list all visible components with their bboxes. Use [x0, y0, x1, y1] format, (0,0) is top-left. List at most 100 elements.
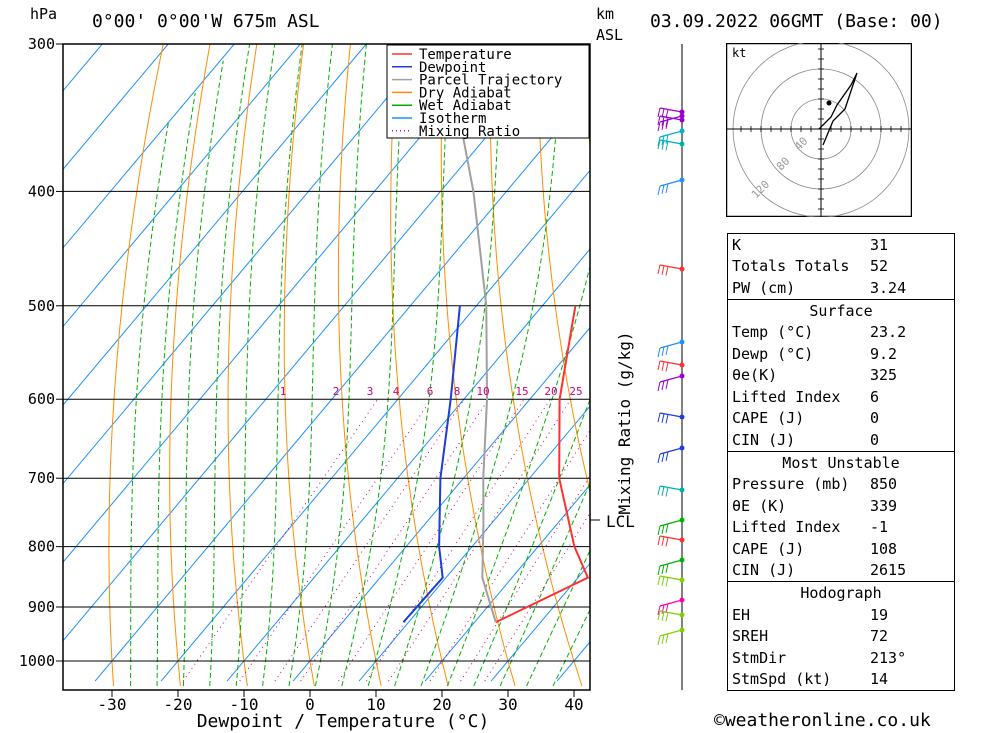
legend-label: Parcel Trajectory — [419, 73, 562, 89]
most-unstable-stat-value: -1 — [870, 518, 889, 537]
hodograph-stat-label: EH — [732, 605, 751, 624]
pressure-tick-label: 400 — [28, 182, 55, 200]
wind-barb — [659, 375, 683, 383]
x-axis-title: Dewpoint / Temperature (°C) — [197, 711, 490, 732]
wet-adiabat-line — [314, 44, 367, 687]
most-unstable-stat-value: 339 — [870, 496, 898, 515]
surface-stat-row: CAPE (J) 0 — [728, 408, 954, 430]
pressure-tick-label: 1000 — [19, 652, 55, 670]
stats-hodograph: Hodograph EH 19 SREH 72 StmDir 213° StmSpd (kt… — [727, 581, 955, 691]
isotherm-line — [160, 169, 590, 682]
hodograph-stat-row: StmSpd (kt) 14 — [728, 669, 954, 691]
mixing-ratio-line — [239, 398, 432, 682]
pressure-tick-label: 300 — [28, 35, 55, 53]
wind-barb-feather — [657, 381, 661, 392]
asl-unit-label: ASL — [596, 26, 624, 44]
wet-adiabat-line — [446, 264, 590, 687]
most-unstable-stat-value: 108 — [870, 539, 898, 558]
wind-barb-feather — [661, 576, 665, 586]
wind-barb — [659, 179, 683, 187]
temperature-tick-label: 0 — [305, 695, 315, 714]
datetime-label: 03.09.2022 06GMT (Base: 00) — [650, 11, 943, 32]
dry-adiabat-line — [537, 44, 590, 494]
dry-adiabat-line — [283, 44, 315, 687]
wet-adiabat-line — [473, 398, 590, 687]
location-label: 0°00' 0°00'W 675m ASL — [92, 11, 320, 32]
mixing-ratio-label: 4 — [393, 385, 400, 398]
surface-stat-value: 0 — [870, 409, 880, 428]
wind-barb-feather — [657, 610, 661, 621]
most-unstable-stat-label: CIN (J) — [732, 561, 796, 580]
wind-barb-feather — [657, 535, 661, 546]
copyright-link[interactable]: ©weatheronline.co.uk — [714, 710, 931, 731]
wind-barb-feather — [657, 485, 661, 496]
hodograph-stat-row: SREH 72 — [728, 626, 954, 648]
wind-barb-feather — [657, 185, 661, 196]
wind-barb-feather — [661, 452, 665, 463]
surface-stat-row: Lifted Index 6 — [728, 386, 954, 408]
stats-most-unstable: Most Unstable Pressure (mb) 850 θE (K) 339 L… — [727, 450, 955, 582]
wind-barb-feather — [657, 525, 661, 536]
wind-barb — [659, 519, 683, 527]
hodograph-trace — [818, 72, 858, 146]
isotherm-line — [424, 484, 590, 682]
isotherm-line — [63, 44, 169, 171]
surface-stat-row: θe(K) 325 — [728, 365, 954, 387]
hodograph-stat-row: EH 19 — [728, 604, 954, 626]
isotherm-line — [0, 44, 36, 681]
pressure-tick-label: 800 — [28, 538, 55, 556]
surface-stat-value: 325 — [870, 366, 898, 385]
wind-barb-feather — [665, 563, 669, 573]
surface-stat-row: Temp (°C) 23.2 — [728, 322, 954, 344]
stats-general: K 31 Totals Totals 52 PW (cm) 3.24 — [727, 233, 955, 300]
most-unstable-stat-label: θE (K) — [732, 496, 787, 515]
general-stat-row: PW (cm) 3.24 — [728, 277, 954, 299]
hodograph-stat-value: 19 — [870, 605, 889, 624]
surface-stat-label: Dewp (°C) — [732, 344, 814, 363]
mixing-ratio-label: 20 — [544, 385, 557, 398]
wind-barb — [659, 341, 683, 349]
hodograph-stat-value: 213° — [870, 648, 907, 667]
general-stat-value: 3.24 — [870, 278, 907, 297]
surface-stat-value: 0 — [870, 430, 880, 449]
surface-stat-label: θe(K) — [732, 366, 778, 385]
temperature-tick-label: -10 — [230, 695, 259, 714]
wind-barb-feather — [661, 536, 665, 546]
isotherm-line — [63, 44, 565, 642]
wind-barb — [659, 599, 683, 607]
wet-adiabat-line — [341, 44, 406, 687]
wind-barb-feather — [657, 575, 661, 586]
surface-stat-row: CIN (J) 0 — [728, 429, 954, 451]
most-unstable-stat-value: 2615 — [870, 561, 907, 580]
wind-barb-column — [657, 44, 685, 690]
temperature-tick-label: 30 — [498, 695, 517, 714]
mixing-ratio-label: 10 — [476, 385, 489, 398]
wind-barb-feather — [665, 523, 669, 533]
wind-barb-feather — [665, 134, 669, 144]
mixing-ratio-label: 6 — [427, 385, 434, 398]
most-unstable-stat-row: Pressure (mb) 850 — [728, 474, 954, 496]
mixing-ratio-line — [429, 429, 590, 682]
wind-barb-feather — [661, 184, 665, 195]
hodograph-stat-label: StmSpd (kt) — [732, 670, 832, 689]
mixing-ratio-label: 3 — [367, 385, 374, 398]
wind-barb-feather — [657, 136, 661, 147]
wind-barb-feather — [665, 117, 669, 127]
hpa-unit-label: hPa — [30, 5, 58, 23]
temperature-tick-label: 40 — [564, 695, 583, 714]
general-stat-value: 31 — [870, 235, 889, 254]
dry-adiabat-line — [631, 44, 720, 686]
wind-barb — [659, 130, 683, 138]
wet-adiabat-line — [552, 608, 590, 687]
wet-adiabat-line — [156, 92, 196, 686]
wet-adiabat-line — [499, 482, 590, 687]
general-stat-value: 52 — [870, 257, 889, 276]
most-unstable-stat-row: θE (K) 339 — [728, 495, 954, 517]
wind-barb-feather — [661, 413, 665, 423]
mixing-ratio-line — [460, 475, 590, 682]
wind-barb-feather — [665, 451, 669, 461]
wind-barb-feather — [665, 612, 669, 622]
wind-barb-feather — [665, 577, 669, 587]
wind-barb-feather — [661, 346, 665, 357]
